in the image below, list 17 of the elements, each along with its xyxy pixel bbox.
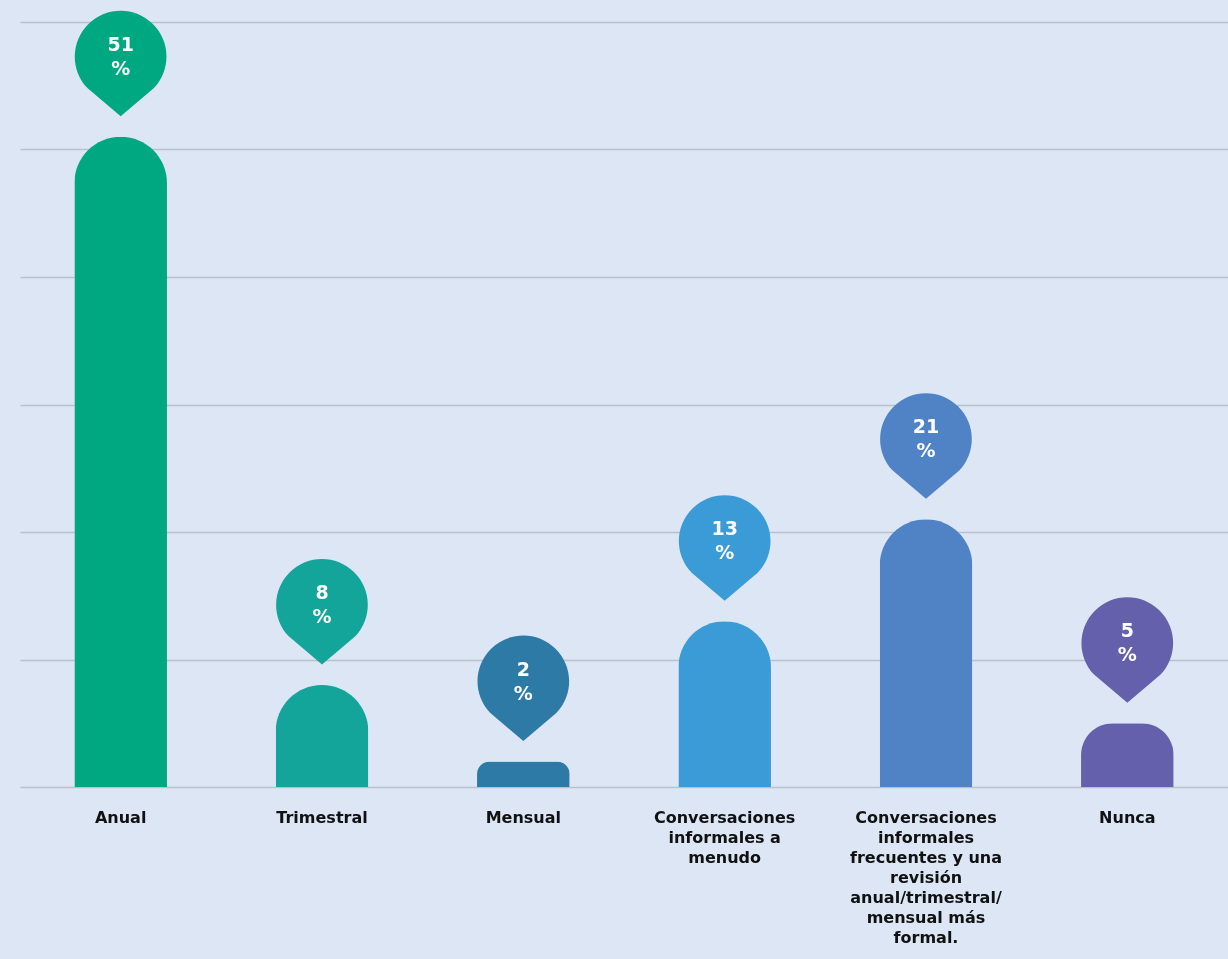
x-tick-label: Nunca	[1099, 807, 1156, 827]
data-label: 5 %	[1117, 619, 1137, 666]
data-label: 21 %	[912, 415, 940, 462]
data-label: 51 %	[107, 32, 134, 79]
x-tick-label: Conversaciones informales a menudo	[653, 807, 796, 867]
bar	[477, 761, 570, 787]
bar	[678, 621, 771, 787]
x-tick-label: Anual	[94, 807, 147, 827]
x-tick-label: Trimestral	[276, 807, 368, 827]
data-label: 2 %	[513, 657, 533, 704]
bar	[879, 519, 973, 787]
x-tick-label: Conversaciones informales frecuentes y una revisión anual/trimestral/ mensual más formal.	[850, 807, 1002, 947]
bar	[1081, 723, 1174, 787]
data-label: 8 %	[312, 581, 332, 627]
bar	[74, 136, 167, 787]
data-label: 13 %	[711, 517, 738, 564]
x-tick-label: Mensual	[485, 807, 562, 827]
